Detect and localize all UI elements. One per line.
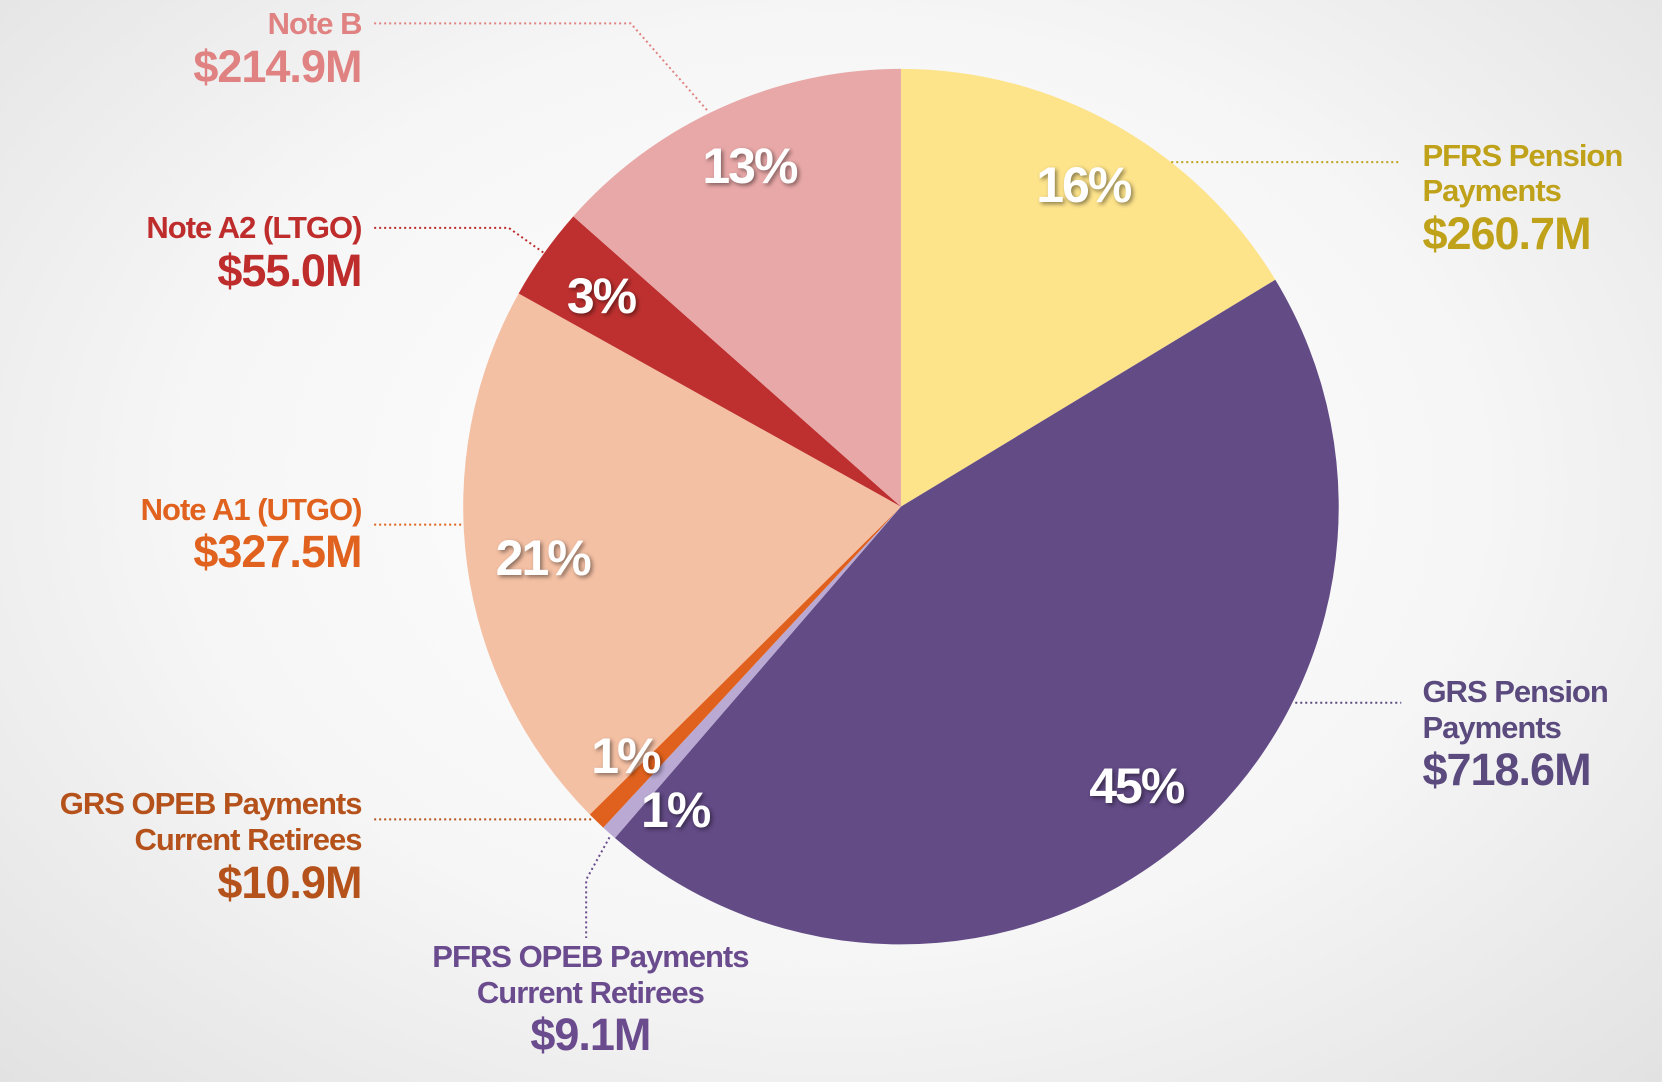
pie-slice <box>603 506 901 839</box>
slice-label: Note B $214.9M <box>0 6 363 92</box>
slice-name: PFRS Pension Payments <box>1422 137 1623 209</box>
slice-label: Note A1 (UTGO) $327.5M <box>0 491 363 578</box>
slice-name: GRS Pension Payments <box>1422 674 1608 745</box>
percent-label: 3% <box>567 268 637 324</box>
slice-value: $260.7M <box>1422 208 1591 260</box>
pie-slice <box>900 68 1276 507</box>
percent-label: 1% <box>641 782 711 838</box>
pie-slice <box>573 68 901 507</box>
leader-line <box>374 22 709 112</box>
pie-slice <box>463 293 901 815</box>
slice-name: Note A2 (LTGO) <box>146 209 362 245</box>
slice-label: GRS OPEB Payments Current Retirees $10.9M <box>31 786 363 908</box>
pie-slice <box>518 216 901 507</box>
slice-label: PFRS OPEB Payments Current Retirees $9.1M <box>420 939 760 1060</box>
slice-name: PFRS OPEB Payments Current Retirees <box>432 939 749 1010</box>
slice-value: $9.1M <box>530 1009 651 1061</box>
slice-value: $55.0M <box>217 244 362 296</box>
percent-label: 21% <box>496 530 592 586</box>
pie-slice <box>589 506 901 828</box>
pie-slice <box>614 279 1339 945</box>
slice-name: GRS OPEB Payments Current Retirees <box>59 786 363 858</box>
slice-label: PFRS Pension Payments $260.7M <box>1422 138 1662 259</box>
slice-value: $214.9M <box>193 41 362 92</box>
percent-label: 45% <box>1089 758 1185 814</box>
leader-line <box>374 226 547 256</box>
percent-label: 13% <box>702 138 798 194</box>
percent-label: 16% <box>1036 157 1132 213</box>
slice-name: Note A1 (UTGO) <box>140 491 363 527</box>
slice-value: $718.6M <box>1422 744 1591 796</box>
slice-value: $327.5M <box>193 526 362 578</box>
slice-label: GRS Pension Payments $718.6M <box>1422 674 1662 795</box>
leader-line <box>585 836 611 939</box>
slice-value: $10.9M <box>217 856 362 908</box>
percent-label: 1% <box>591 728 661 784</box>
slice-name: Note B <box>267 6 363 42</box>
slice-label: Note A2 (LTGO) $55.0M <box>0 209 362 296</box>
